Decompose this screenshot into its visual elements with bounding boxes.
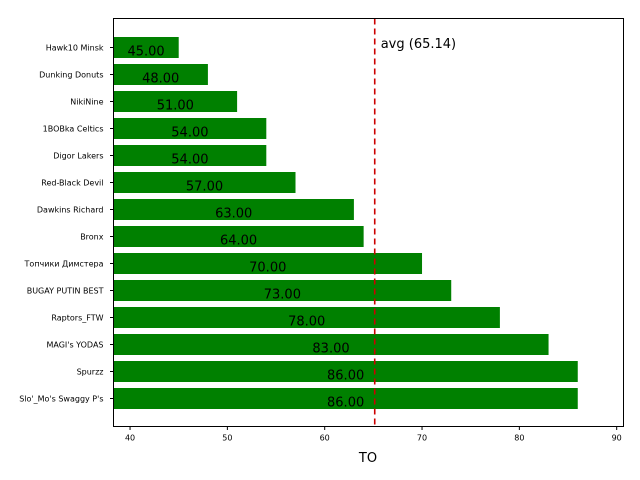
y-tick-label: Digor Lakers bbox=[53, 152, 103, 161]
y-tick-label: Bronx bbox=[80, 233, 104, 242]
bar-value-label: 54.00 bbox=[171, 126, 208, 141]
x-tick-label: 50 bbox=[222, 434, 232, 443]
bar-value-label: 57.00 bbox=[186, 180, 223, 195]
bars-layer bbox=[113, 37, 578, 409]
y-tick-label: Hawk10 Minsk bbox=[46, 44, 104, 53]
average-layer: avg (65.14) bbox=[373, 18, 456, 427]
x-axis-title: TO bbox=[358, 451, 377, 466]
bar-value-label: 64.00 bbox=[220, 234, 257, 249]
x-tick-label: 40 bbox=[125, 434, 135, 443]
ticks-layer: Hawk10 Minsk Dunking Donuts NikiNine 1BOBka… bbox=[19, 44, 622, 443]
plot-frame bbox=[113, 18, 624, 427]
bar-value-label: 54.00 bbox=[171, 153, 208, 168]
x-tick-label: 70 bbox=[417, 434, 427, 443]
bar bbox=[113, 307, 500, 328]
bar-value-label: 73.00 bbox=[264, 288, 301, 303]
x-tick-label: 80 bbox=[514, 434, 524, 443]
average-label: avg (65.14) bbox=[381, 37, 456, 52]
bar bbox=[113, 199, 354, 220]
bar-value-label: 86.00 bbox=[327, 396, 364, 411]
y-tick-label: Dunking Donuts bbox=[39, 71, 103, 80]
bar bbox=[113, 172, 296, 193]
x-tick-label: 60 bbox=[320, 434, 330, 443]
bar-value-label: 83.00 bbox=[312, 342, 349, 357]
bar-value-label: 51.00 bbox=[157, 99, 194, 114]
bar bbox=[113, 388, 578, 409]
bar-value-label: 70.00 bbox=[249, 261, 286, 276]
bar-value-label: 78.00 bbox=[288, 315, 325, 330]
y-tick-label: Топчики Димстера bbox=[24, 260, 104, 269]
bar-value-label: 45.00 bbox=[127, 45, 164, 60]
bar bbox=[113, 280, 452, 301]
bar bbox=[113, 118, 267, 139]
bar bbox=[113, 145, 267, 166]
y-tick-label: Dawkins Richard bbox=[37, 206, 104, 215]
bar-value-label: 63.00 bbox=[215, 207, 252, 222]
y-tick-label: Spurzz bbox=[77, 368, 104, 377]
x-tick-label: 90 bbox=[612, 434, 622, 443]
y-tick-label: Red-Black Devil bbox=[41, 179, 103, 188]
labels-layer: 45.00 48.00 51.00 54.00 54.00 57.00 63.00 64.00… bbox=[127, 45, 364, 411]
y-tick-label: BUGAY PUTIN BEST bbox=[27, 287, 104, 296]
bar-value-label: 86.00 bbox=[327, 369, 364, 384]
y-tick-label: MAGI's YODAS bbox=[46, 341, 103, 350]
y-tick-label: Slo'_Mo's Swaggy P's bbox=[19, 395, 103, 404]
y-tick-label: NikiNine bbox=[70, 98, 103, 107]
y-tick-label: Raptors_FTW bbox=[51, 314, 103, 323]
bar bbox=[113, 91, 238, 112]
bar-value-label: 48.00 bbox=[142, 72, 179, 87]
bar bbox=[113, 253, 423, 274]
bar bbox=[113, 64, 208, 85]
bar bbox=[113, 226, 364, 247]
y-tick-label: 1BOBka Celtics bbox=[43, 125, 104, 134]
bar bbox=[113, 361, 578, 382]
bar bbox=[113, 334, 549, 355]
bar bbox=[113, 37, 179, 58]
